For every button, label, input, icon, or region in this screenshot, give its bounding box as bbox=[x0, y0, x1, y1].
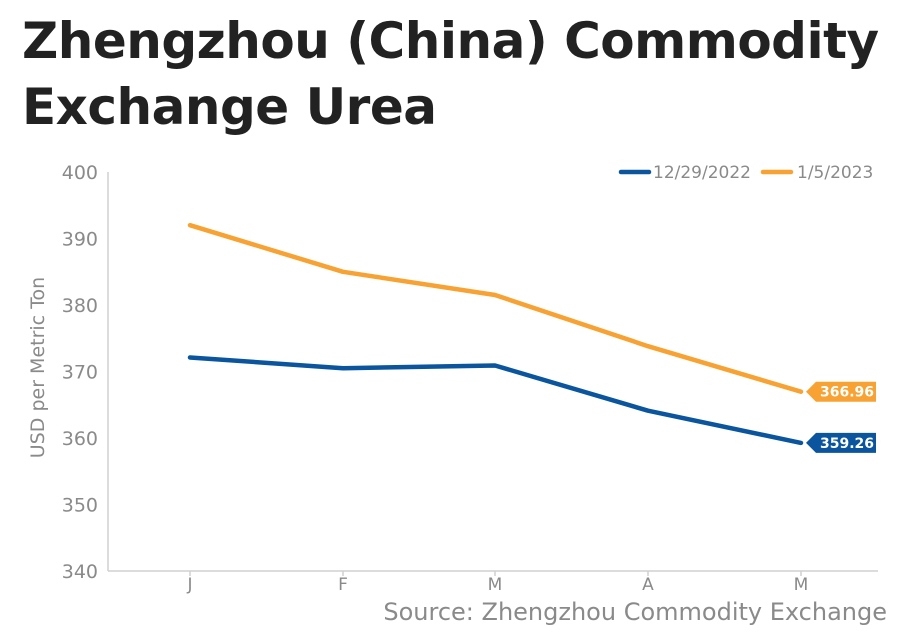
y-ticks: 340 350 360 370 380 390 400 bbox=[62, 162, 98, 583]
series-line-0 bbox=[187, 355, 804, 446]
y-axis-label: USD per Metric Ton bbox=[27, 277, 49, 458]
end-label-1: 366.96 bbox=[806, 381, 876, 402]
y-tick-label: 370 bbox=[62, 362, 98, 384]
x-tick-label: J bbox=[186, 575, 192, 595]
end-label-text: 359.26 bbox=[820, 436, 874, 452]
end-label-0: 359.26 bbox=[806, 432, 876, 453]
y-tick-label: 380 bbox=[62, 295, 98, 317]
end-label-tag bbox=[806, 381, 876, 402]
legend-label: 1/5/2023 bbox=[797, 163, 873, 183]
legend-label: 12/29/2022 bbox=[653, 163, 751, 183]
end-label-text: 366.96 bbox=[820, 385, 874, 401]
y-tick-label: 390 bbox=[62, 229, 98, 251]
y-tick-label: 400 bbox=[62, 162, 98, 184]
end-labels: 359.26 366.96 bbox=[806, 381, 876, 453]
y-tick-label: 360 bbox=[62, 428, 98, 450]
chart-title: Zhengzhou (China) Commodity Exchange Ure… bbox=[22, 12, 879, 136]
axes bbox=[107, 172, 878, 572]
x-tick-label: F bbox=[338, 575, 348, 595]
x-tick-label: M bbox=[794, 575, 809, 595]
series-lines bbox=[187, 222, 804, 446]
legend: 12/29/2022 1/5/2023 bbox=[618, 163, 873, 183]
y-tick-label: 350 bbox=[62, 495, 98, 517]
end-label-tag bbox=[806, 432, 876, 453]
x-tick-label: A bbox=[642, 575, 654, 595]
x-tick-label: M bbox=[488, 575, 503, 595]
y-tick-label: 340 bbox=[62, 561, 98, 583]
source-note: Source: Zhengzhou Commodity Exchange bbox=[383, 598, 887, 626]
